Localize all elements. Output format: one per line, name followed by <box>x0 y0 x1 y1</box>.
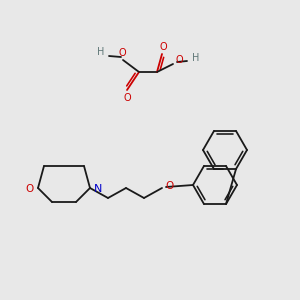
Text: O: O <box>118 48 126 58</box>
Text: O: O <box>175 55 183 65</box>
Text: H: H <box>192 53 200 63</box>
Text: O: O <box>26 184 34 194</box>
Text: O: O <box>159 42 167 52</box>
Text: O: O <box>123 93 131 103</box>
Text: N: N <box>94 184 102 194</box>
Text: H: H <box>97 47 105 57</box>
Text: O: O <box>166 181 174 191</box>
